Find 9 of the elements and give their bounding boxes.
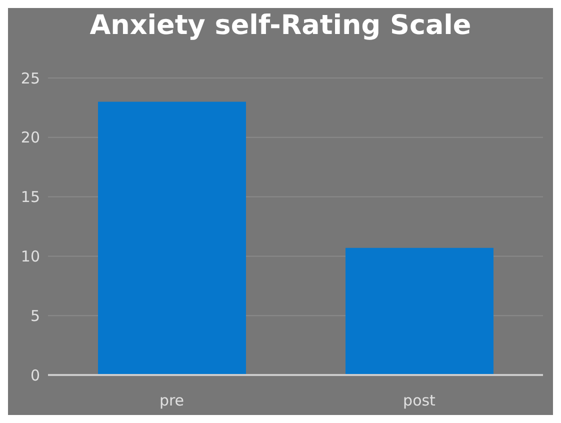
x-tick-label: post — [403, 392, 436, 410]
y-tick-label: 20 — [20, 128, 40, 147]
y-tick-label: 15 — [20, 188, 40, 206]
y-tick-label: 5 — [30, 306, 40, 325]
y-tick-label: 10 — [20, 248, 40, 266]
chart-title: Anxiety self-Rating Scale — [88, 10, 472, 41]
y-tick-label: 25 — [20, 69, 40, 88]
y-tick-label: 0 — [30, 366, 40, 384]
x-tick-label: pre — [159, 392, 184, 410]
